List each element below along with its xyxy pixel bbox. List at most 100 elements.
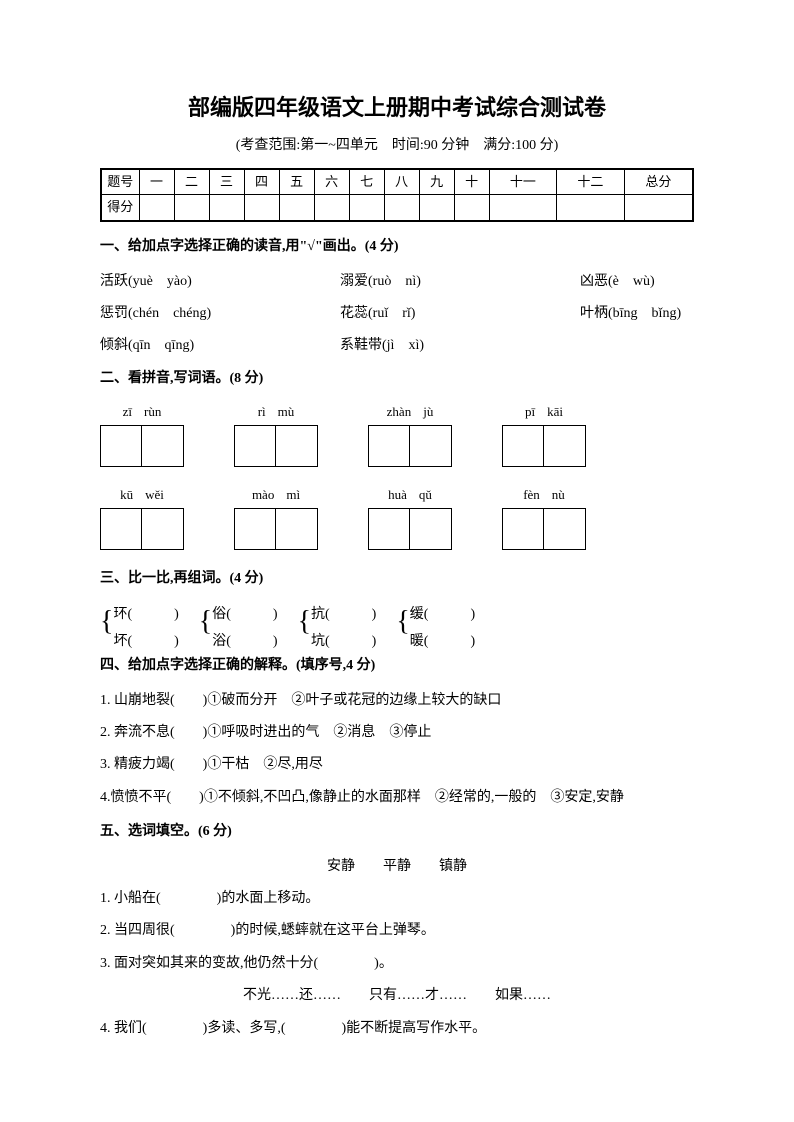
cell: 五 (279, 169, 314, 195)
char-box[interactable] (142, 508, 184, 550)
char-box[interactable] (502, 425, 544, 467)
char-box[interactable] (368, 508, 410, 550)
q5-words: 不光……还…… 只有……才…… 如果…… (100, 985, 694, 1007)
pinyin: kū (120, 485, 133, 506)
cell: 十 (454, 169, 489, 195)
char-box[interactable] (234, 425, 276, 467)
cell: 得分 (101, 195, 139, 221)
q2-item: huàqǔ (368, 485, 452, 550)
char-box[interactable] (142, 425, 184, 467)
score-table: 题号 一 二 三 四 五 六 七 八 九 十 十一 十二 总分 得分 (100, 168, 694, 223)
q5-item: 3. 面对突如其来的变故,他仍然十分( )。 (100, 953, 694, 975)
q4-item: 3. 精疲力竭( )①干枯 ②尽,用尽 (100, 754, 694, 776)
q3-pair: {俗( )浴( ) (199, 602, 278, 655)
q2-group: zīrùn rìmù zhànjù pīkāi kūwěi màomì huàqǔ fènn… (100, 402, 694, 550)
cell[interactable] (279, 195, 314, 221)
q2-item: zīrùn (100, 402, 184, 467)
q3-pair: {缓( )暖( ) (396, 602, 475, 655)
pinyin-label: zīrùn (123, 402, 162, 423)
q1-item: 惩罚(chén chéng) (100, 303, 340, 325)
q4-item: 1. 山崩地裂( )①破而分开 ②叶子或花冠的边缘上较大的缺口 (100, 690, 694, 712)
cell[interactable] (139, 195, 174, 221)
cell: 总分 (624, 169, 693, 195)
q1-item: 溺爱(ruò nì) (340, 271, 580, 293)
q1-row: 倾斜(qīn qīng) 系鞋带(jì xì) (100, 335, 694, 357)
cell[interactable] (489, 195, 557, 221)
cell[interactable] (209, 195, 244, 221)
brace-icon: { (298, 608, 311, 661)
q3-char: 缓( ) (410, 602, 475, 629)
cell: 六 (314, 169, 349, 195)
pinyin: rì (258, 402, 266, 423)
q2-row: zīrùn rìmù zhànjù pīkāi (100, 402, 694, 467)
char-box[interactable] (276, 508, 318, 550)
q3-pair: {抗( )坑( ) (298, 602, 377, 655)
char-box[interactable] (544, 425, 586, 467)
cell[interactable] (244, 195, 279, 221)
q1-row: 活跃(yuè yào) 溺爱(ruò nì) 凶恶(è wù) (100, 271, 694, 293)
cell: 一 (139, 169, 174, 195)
q5-item: 4. 我们( )多读、多写,( )能不断提高写作水平。 (100, 1018, 694, 1040)
q3-char: 抗( ) (311, 602, 376, 629)
pinyin: mù (278, 402, 295, 423)
char-box[interactable] (100, 425, 142, 467)
q3-char: 环( ) (113, 602, 178, 629)
char-boxes (234, 508, 318, 550)
table-row: 题号 一 二 三 四 五 六 七 八 九 十 十一 十二 总分 (101, 169, 693, 195)
q5-item: 2. 当四周很( )的时候,蟋蟀就在这平台上弹琴。 (100, 920, 694, 942)
char-box[interactable] (544, 508, 586, 550)
q3-char: 俗( ) (212, 602, 277, 629)
brace-icon: { (199, 608, 212, 661)
q1-heading: 一、给加点字选择正确的读音,用"√"画出。(4 分) (100, 236, 694, 258)
pinyin: fèn (523, 485, 540, 506)
char-boxes (368, 425, 452, 467)
q2-item: fènnù (502, 485, 586, 550)
q4-item: 4.愤愤不平( )①不倾斜,不凹凸,像静止的水面那样 ②经常的,一般的 ③安定,… (100, 787, 694, 809)
q3-heading: 三、比一比,再组词。(4 分) (100, 568, 694, 590)
brace-icon: { (100, 608, 113, 661)
char-box[interactable] (410, 425, 452, 467)
q2-item: màomì (234, 485, 318, 550)
cell[interactable] (314, 195, 349, 221)
q3-char: 坑( ) (311, 629, 376, 656)
q2-item: pīkāi (502, 402, 586, 467)
cell[interactable] (384, 195, 419, 221)
char-boxes (368, 508, 452, 550)
pinyin: qǔ (419, 485, 432, 506)
cell[interactable] (624, 195, 693, 221)
pinyin-label: huàqǔ (388, 485, 432, 506)
char-box[interactable] (276, 425, 318, 467)
char-box[interactable] (234, 508, 276, 550)
q1-item (580, 335, 694, 357)
char-box[interactable] (502, 508, 544, 550)
pinyin: rùn (144, 402, 161, 423)
cell[interactable] (454, 195, 489, 221)
char-box[interactable] (100, 508, 142, 550)
q2-item: rìmù (234, 402, 318, 467)
pinyin-label: pīkāi (525, 402, 563, 423)
q1-item: 花蕊(ruǐ rǐ) (340, 303, 580, 325)
pinyin: wěi (145, 485, 164, 506)
q2-item: zhànjù (368, 402, 452, 467)
q3-char: 坏( ) (113, 629, 178, 656)
char-box[interactable] (368, 425, 410, 467)
pinyin: mì (286, 485, 300, 506)
cell[interactable] (349, 195, 384, 221)
cell: 八 (384, 169, 419, 195)
pinyin: mào (252, 485, 274, 506)
pinyin: pī (525, 402, 535, 423)
cell: 四 (244, 169, 279, 195)
cell: 七 (349, 169, 384, 195)
pinyin-label: kūwěi (120, 485, 164, 506)
cell[interactable] (557, 195, 625, 221)
q3-rows: {环( )坏( ){俗( )浴( ){抗( )坑( ){缓( )暖( ) (100, 602, 694, 655)
q1-item: 叶柄(bīng bǐng) (580, 303, 694, 325)
cell: 二 (174, 169, 209, 195)
char-boxes (234, 425, 318, 467)
cell[interactable] (174, 195, 209, 221)
cell[interactable] (419, 195, 454, 221)
q1-item: 系鞋带(jì xì) (340, 335, 580, 357)
cell: 三 (209, 169, 244, 195)
q5-heading: 五、选词填空。(6 分) (100, 821, 694, 843)
char-box[interactable] (410, 508, 452, 550)
